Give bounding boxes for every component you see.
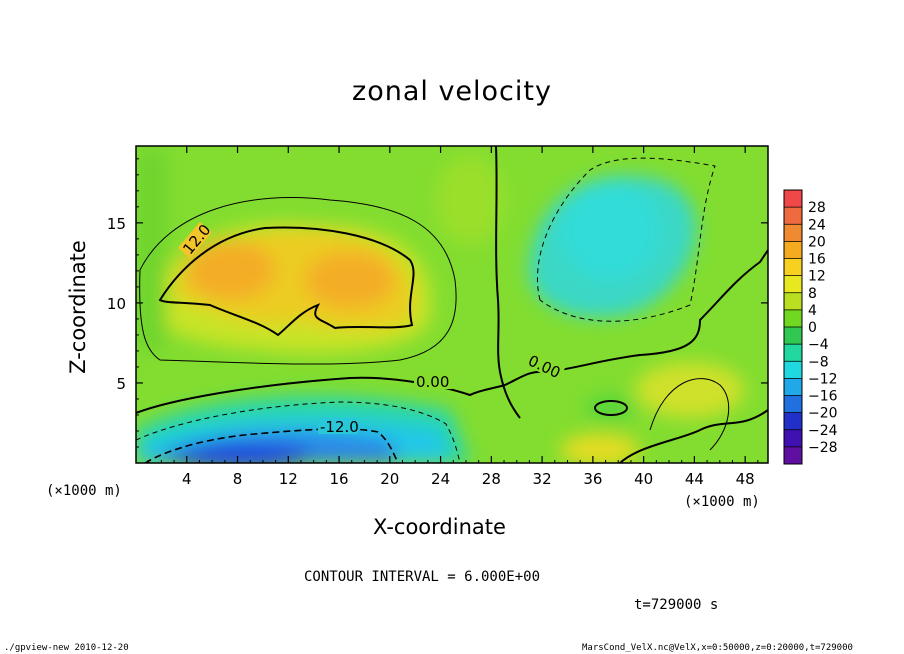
contour-label-neg12: -12.0 [320, 418, 359, 436]
colorbar-swatch [784, 207, 802, 225]
x-tick-label: 44 [685, 470, 704, 488]
x-axis-label: X-coordinate [373, 515, 506, 539]
y-axis-label: Z-coordinate [66, 240, 90, 374]
colorbar-swatch [784, 241, 802, 259]
plot-frame [135, 145, 769, 464]
chart-title: zonal velocity [352, 76, 552, 107]
colorbar-tick-label: 16 [808, 252, 826, 268]
x-tick-label: 28 [482, 470, 501, 488]
colorbar-tick-label: 24 [808, 217, 826, 233]
colorbar-tick-label: −24 [808, 423, 838, 439]
contour-zero-main [136, 249, 768, 414]
footer-left: ./gpview-new 2010-12-20 [4, 643, 129, 653]
x-unit-label-right: (×1000 m) [684, 494, 760, 510]
x-unit-label-left: (×1000 m) [46, 483, 122, 499]
x-tick-label: 48 [736, 470, 755, 488]
colorbar-swatch [784, 395, 802, 414]
x-tick-label: 24 [431, 470, 450, 488]
colorbar-swatch [784, 344, 802, 362]
colorbar-swatch [784, 309, 802, 328]
x-tick-label: 12 [279, 470, 298, 488]
heatmap-field [136, 146, 768, 463]
contour-interval-text: CONTOUR INTERVAL = 6.000E+00 [304, 569, 541, 585]
colorbar-swatch [784, 224, 802, 242]
colorbar-tick-label: −8 [808, 354, 829, 370]
colorbar-swatch [784, 429, 802, 448]
contour-zero-loop [594, 400, 628, 416]
contour-neg6-right [536, 157, 716, 322]
colorbar-swatch [784, 275, 802, 294]
x-tick-label: 40 [634, 470, 653, 488]
contour-lines [136, 146, 768, 463]
contour-12-positive [158, 226, 415, 337]
colorbar-swatch [784, 327, 802, 345]
colorbar-tick-label: 0 [808, 320, 817, 336]
colorbar-swatch [784, 412, 802, 431]
colorbar-tick-label: 4 [808, 303, 817, 319]
colorbar-tick-label: −28 [808, 440, 838, 456]
contour-neg12 [144, 428, 399, 463]
colorbar-tick-label: 20 [808, 234, 826, 250]
colorbar-swatch [784, 190, 802, 208]
colorbar-tick-label: −16 [808, 389, 838, 405]
y-tick-label: 15 [107, 215, 126, 233]
contour-6-lower-right [649, 378, 730, 451]
x-tick-label: 20 [380, 470, 399, 488]
colorbar-tick-label: 12 [808, 269, 826, 285]
x-tick-label: 4 [182, 470, 192, 488]
x-tick-label: 8 [233, 470, 243, 488]
colorbar-swatch [784, 361, 802, 379]
colorbar-swatch [784, 378, 802, 396]
colorbar-swatch [784, 292, 802, 311]
footer-right: MarsCond_VelX.nc@VelX,x=0:50000,z=0:2000… [582, 643, 853, 653]
contour-label-group: 12.0 0.00 -12.0 0.00 [177, 221, 566, 436]
x-tick-label: 32 [533, 470, 552, 488]
contour-6-outer [139, 197, 457, 365]
colorbar-swatch [784, 446, 802, 465]
y-axis: 5 10 15 [107, 158, 768, 448]
contour-zero-vertical [495, 146, 521, 419]
x-tick-label: 16 [330, 470, 349, 488]
y-tick-label: 5 [116, 375, 126, 393]
colorbar-swatch [784, 258, 802, 277]
contour-neg6 [136, 401, 461, 463]
colorbar-tick-label: −4 [808, 337, 829, 353]
x-axis: 4 8 12 16 20 24 28 32 36 40 44 48 [148, 146, 759, 488]
contour-zero-lower-right [619, 409, 768, 463]
contour-label-zero-1: 0.00 [416, 373, 449, 391]
y-tick-label: 10 [107, 295, 126, 313]
colorbar-tick-label: −20 [808, 406, 838, 422]
x-tick-label: 36 [583, 470, 602, 488]
time-text: t=729000 s [634, 597, 719, 613]
colorbar-tick-label: 8 [808, 286, 817, 302]
colorbar-tick-label: 28 [808, 200, 826, 216]
colorbar-tick-label: −12 [808, 371, 838, 387]
